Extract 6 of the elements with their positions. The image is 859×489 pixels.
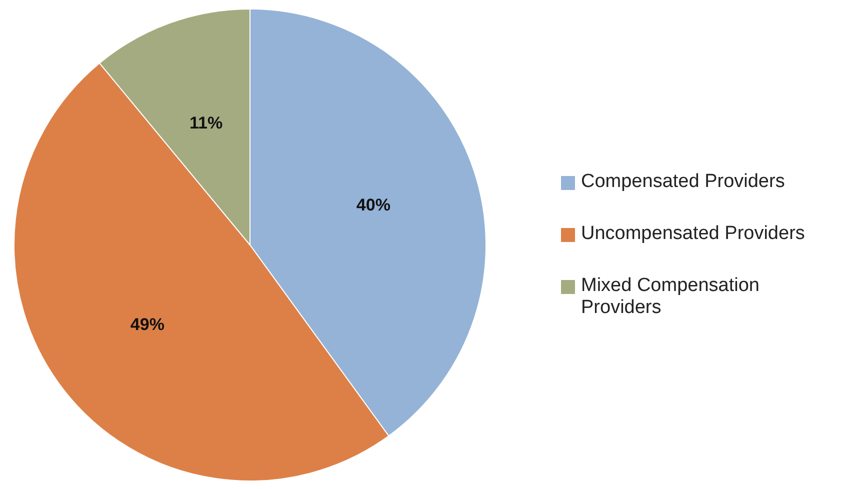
data-label: 49% <box>130 315 164 334</box>
legend-label: Compensated Providers <box>581 170 786 192</box>
data-label: 11% <box>189 113 223 132</box>
legend-label: Mixed Compensation Providers <box>581 274 760 318</box>
legend-label: Uncompensated Providers <box>581 222 806 244</box>
data-label: 40% <box>356 195 390 214</box>
